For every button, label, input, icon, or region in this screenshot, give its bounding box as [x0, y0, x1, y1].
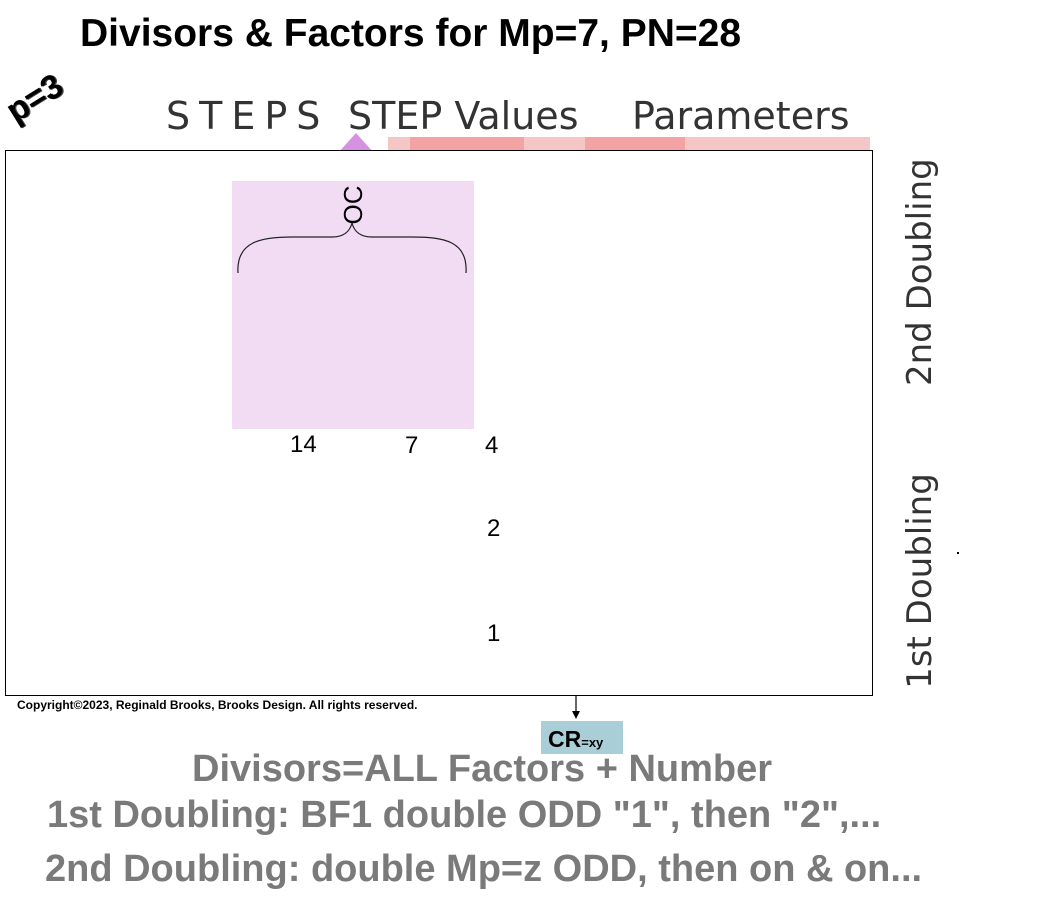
- parameter-bar-segment: [410, 137, 524, 153]
- parameter-bar-segment: [585, 137, 685, 153]
- step-marker-triangle: [338, 133, 374, 153]
- value-4: 4: [485, 432, 499, 459]
- second-doubling-rule: 2nd Doubling: double Mp=z ODD, then on &…: [45, 848, 923, 890]
- oc-label: OC: [338, 185, 368, 225]
- oc-brace: [237, 222, 467, 274]
- step-values-header: STEP Values: [348, 94, 579, 138]
- cr-main: CR: [548, 726, 582, 752]
- cr-box: [541, 721, 623, 754]
- divisors-definition: Divisors=ALL Factors + Number: [192, 748, 773, 790]
- oc-region: [232, 181, 474, 429]
- page-title: Divisors & Factors for Mp=7, PN=28: [80, 12, 742, 55]
- parameters-header: Parameters: [632, 94, 850, 138]
- value-1: 1: [487, 620, 501, 647]
- copyright-notice: Copyright©2023, Reginald Brooks, Brooks …: [17, 698, 418, 712]
- first-doubling-rule: 1st Doubling: BF1 double ODD "1", then "…: [47, 794, 882, 836]
- value-14: 14: [290, 431, 317, 458]
- cr-subscript: =xy: [581, 735, 604, 750]
- value-7: 7: [405, 432, 419, 459]
- prime-label: p=3: [0, 66, 70, 131]
- stray-dot: [957, 552, 959, 554]
- first-doubling-label: 1st Doubling: [900, 473, 940, 689]
- second-doubling-label: 2nd Doubling: [900, 158, 940, 386]
- down-arrow-icon: [572, 695, 580, 719]
- value-2: 2: [487, 515, 501, 542]
- cr-label: CR=xy: [548, 726, 603, 753]
- steps-header: STEPS: [166, 94, 330, 138]
